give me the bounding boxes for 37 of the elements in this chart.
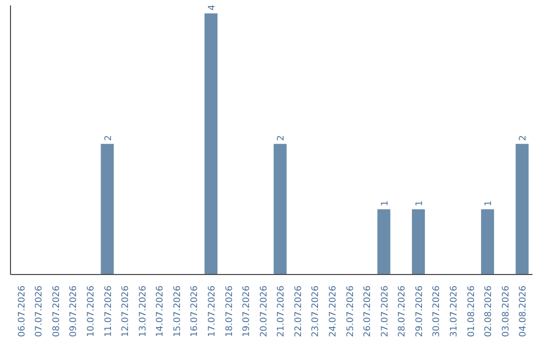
data-label: 2: [276, 135, 287, 141]
x-tick-label: 07.07.2026: [34, 285, 45, 338]
x-tick-label: 24.07.2026: [328, 285, 338, 338]
x-tick-label: 16.07.2026: [190, 285, 200, 338]
x-tick-label: 14.07.2026: [156, 285, 166, 338]
x-tick-label: 03.08.2026: [501, 285, 512, 338]
x-tick-label: 18.07.2026: [224, 285, 235, 338]
data-label: 1: [380, 200, 390, 206]
x-tick-label: 13.07.2026: [138, 285, 148, 338]
x-tick-label: 30.07.2026: [432, 285, 442, 338]
data-label: 1: [414, 200, 425, 206]
data-label: 2: [104, 135, 114, 141]
x-tick-label: 10.07.2026: [86, 285, 97, 338]
data-label: 4: [208, 4, 218, 10]
data-label: 1: [484, 200, 494, 206]
x-tick-label: 02.08.2026: [484, 285, 494, 338]
x-tick-label: 27.07.2026: [380, 285, 390, 338]
x-tick-label: 25.07.2026: [346, 285, 356, 338]
data-label: 2: [518, 135, 529, 141]
x-tick-label: 22.07.2026: [294, 285, 304, 338]
x-tick-label: 31.07.2026: [449, 285, 460, 338]
x-tick-label: 11.07.2026: [104, 285, 114, 338]
x-tick-label: 08.07.2026: [52, 285, 62, 338]
x-tick-label: 29.07.2026: [414, 285, 425, 338]
x-tick-label: 26.07.2026: [363, 285, 374, 338]
x-tick-label: 09.07.2026: [69, 285, 80, 338]
x-tick-label: 06.07.2026: [17, 285, 28, 338]
x-tick-label: 28.07.2026: [398, 285, 408, 338]
x-tick-label: 20.07.2026: [259, 285, 270, 338]
x-tick-label: 04.08.2026: [518, 285, 529, 338]
x-tick-label: 17.07.2026: [208, 285, 218, 338]
x-tick-label: 23.07.2026: [311, 285, 322, 338]
x-tick-label: 19.07.2026: [242, 285, 252, 338]
x-tick-label: 15.07.2026: [172, 285, 183, 338]
x-tick-label: 21.07.2026: [276, 285, 287, 338]
x-tick-label: 12.07.2026: [121, 285, 132, 338]
x-tick-label: 01.08.2026: [466, 285, 477, 338]
